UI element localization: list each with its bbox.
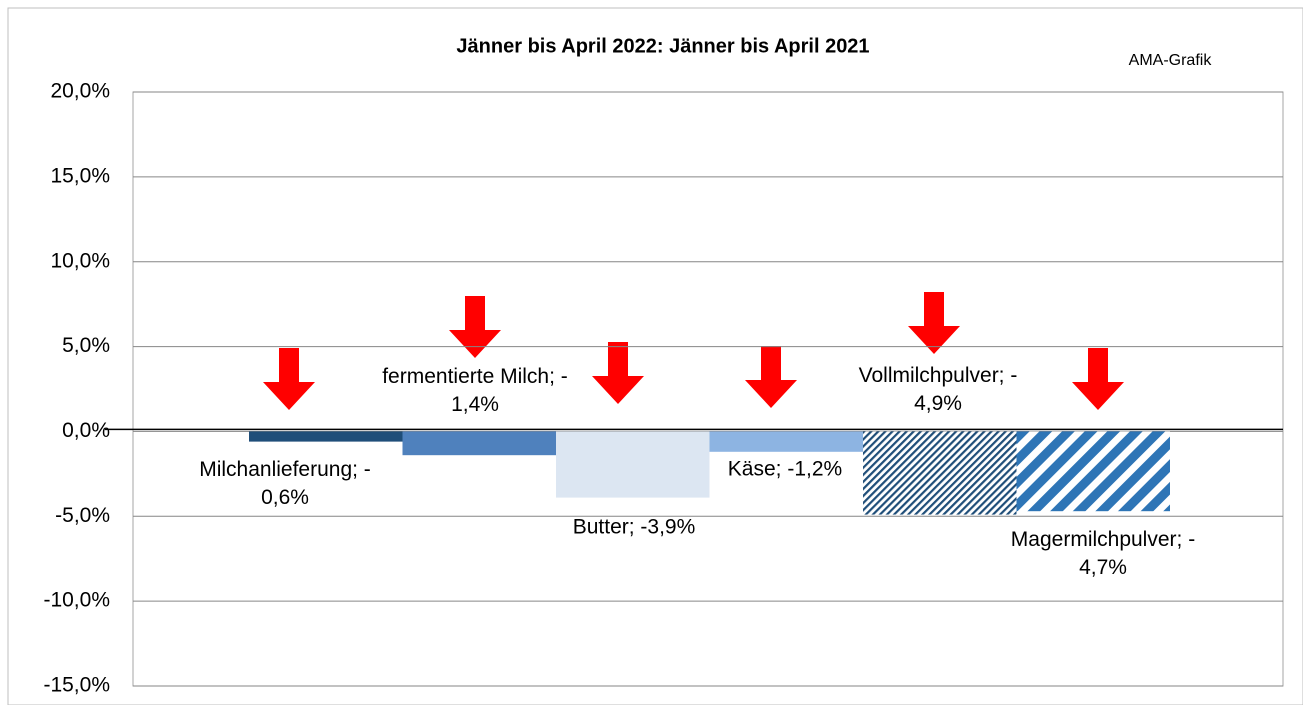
data-label: Vollmilchpulver; -4,9% [859, 364, 1018, 415]
y-tick-label: 5,0% [62, 334, 110, 357]
bar [556, 431, 710, 498]
arrow [1072, 348, 1124, 410]
source-label: AMA-Grafik [1129, 52, 1213, 69]
annotation-arrows [263, 292, 1124, 410]
data-label: fermentierte Milch; -1,4% [382, 365, 568, 416]
arrow [908, 292, 960, 354]
data-label: Magermilchpulver; -4,7% [1011, 528, 1195, 579]
arrow [592, 342, 644, 404]
bar [249, 431, 403, 442]
data-label: Käse; -1,2% [728, 458, 842, 481]
bar [863, 431, 1017, 515]
y-tick-label: 0,0% [62, 419, 110, 442]
data-label: Butter; -3,9% [573, 516, 696, 539]
bar [402, 431, 556, 456]
y-tick-label: 15,0% [50, 164, 110, 187]
y-tick-label: -15,0% [43, 674, 110, 697]
chart-title: Jänner bis April 2022: Jänner bis April … [456, 35, 869, 57]
bar [709, 431, 863, 452]
data-label: Milchanlieferung; -0,6% [199, 458, 371, 509]
y-tick-label: 10,0% [50, 249, 110, 272]
arrow [263, 348, 315, 410]
chart-frame [7, 7, 1303, 705]
arrow [449, 296, 501, 358]
y-tick-label: -10,0% [43, 589, 110, 612]
bar [1016, 431, 1170, 512]
y-tick-label: 20,0% [50, 80, 110, 103]
arrow [745, 346, 797, 408]
y-tick-label: -5,0% [55, 504, 110, 527]
